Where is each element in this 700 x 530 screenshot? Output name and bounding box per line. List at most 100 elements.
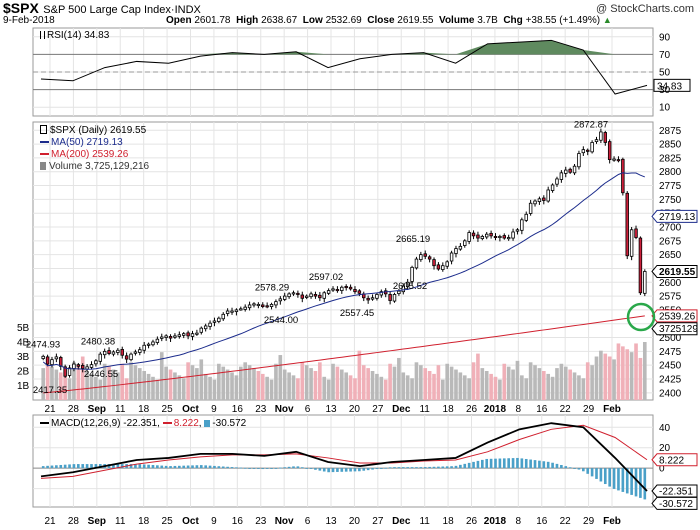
volume-bar: [642, 342, 647, 400]
price-tick-label: 2475: [659, 347, 682, 358]
macd-line: [40, 422, 648, 492]
macd-value-label: -22.351: [659, 487, 693, 498]
macd-histogram-bar: [419, 467, 423, 469]
rsi-tick-label: 10: [659, 103, 671, 114]
price-annotation: 2544.00: [264, 315, 298, 326]
macd-histogram-bar: [169, 466, 172, 469]
candle: [124, 355, 129, 360]
macd-histogram-bar: [85, 464, 89, 469]
candle: [304, 295, 309, 298]
x-tick-label: 9: [211, 516, 217, 527]
candle: [520, 219, 524, 231]
macd-histogram-bar: [46, 465, 49, 469]
candle: [291, 292, 296, 295]
candle: [239, 308, 243, 311]
price-annotation: 2417.35: [33, 385, 67, 396]
volume-bar: [419, 365, 423, 400]
candle: [340, 286, 344, 291]
macd-histogram-bar: [120, 464, 124, 469]
macd-histogram-bar: [292, 466, 295, 469]
candle: [208, 322, 212, 327]
macd-histogram-bar: [160, 465, 164, 469]
high-value: 2638.67: [261, 15, 298, 26]
x-tick-label: 6: [305, 404, 311, 415]
candle: [173, 335, 177, 338]
x-tick-label: 21: [44, 516, 56, 527]
macd-histogram-bar: [199, 465, 203, 469]
volume-bar: [625, 349, 630, 400]
right-value-label: 2619.55: [659, 267, 696, 278]
volume-bar: [335, 366, 340, 400]
candle: [107, 350, 111, 354]
x-tick-label: 8: [516, 516, 522, 527]
macd-histogram-bar: [388, 467, 392, 469]
price-annotation: 2480.38: [81, 336, 115, 347]
volume-bar: [260, 373, 265, 400]
macd-histogram-bar: [432, 466, 436, 469]
macd-histogram-bar: [314, 468, 317, 470]
macd-histogram-bar: [226, 466, 229, 469]
x-tick-label: 28: [68, 404, 80, 415]
candle: [353, 289, 357, 293]
volume-bar: [159, 352, 164, 400]
macd-histogram-bar: [542, 461, 546, 469]
candle: [50, 359, 54, 366]
candle: [638, 237, 643, 294]
candle: [423, 253, 427, 257]
macd-histogram-bar: [533, 460, 537, 469]
macd-histogram-bar: [72, 464, 76, 469]
volume-bar: [370, 371, 375, 400]
candle: [326, 290, 331, 294]
candle: [212, 320, 217, 323]
candle: [432, 259, 436, 267]
volume-bar: [195, 368, 199, 400]
x-tick-label: 16: [536, 404, 548, 415]
macd-histogram-bar: [265, 468, 269, 469]
rsi-tick-label: 50: [659, 68, 671, 79]
macd-histogram-bar: [437, 466, 440, 469]
x-tick-label: 13: [325, 404, 337, 415]
candle: [366, 297, 370, 301]
candle: [397, 290, 401, 295]
candle: [427, 256, 432, 260]
volume-bar: [357, 350, 362, 400]
candle: [217, 317, 221, 322]
macd-histogram-bar: [586, 468, 590, 474]
macd-histogram-bar: [573, 468, 576, 469]
macd-histogram-bar: [147, 464, 150, 469]
x-tick-label: 9: [211, 404, 217, 415]
volume-bar: [76, 365, 81, 400]
macd-histogram-bar: [309, 468, 313, 469]
x-tick-label: 11: [419, 404, 430, 415]
candle: [515, 229, 520, 232]
rsi-value-label: 34.83: [657, 81, 682, 92]
ma50-line: [42, 172, 645, 370]
volume-bar: [41, 368, 46, 400]
macd-histogram-bar: [450, 466, 453, 469]
candle: [537, 198, 542, 202]
candle: [607, 141, 612, 160]
price-annotation: 2578.29: [255, 282, 289, 293]
candle: [498, 236, 502, 239]
volume-bar: [252, 368, 256, 400]
macd-histogram-bar: [257, 468, 260, 469]
macd-histogram-bar: [50, 465, 54, 469]
macd-histogram-bar: [612, 468, 616, 489]
candle: [190, 333, 195, 337]
macd-histogram-bar: [384, 467, 388, 469]
candle: [41, 355, 45, 359]
candle: [133, 351, 138, 354]
volume-bar: [67, 378, 72, 400]
macd-swatch: [40, 422, 49, 425]
candle: [405, 281, 410, 288]
volume-bar: [410, 378, 414, 400]
macd-histogram-bar: [191, 465, 194, 469]
macd-histogram-bar: [178, 465, 181, 469]
candle: [480, 236, 485, 240]
macd-histogram-bar: [621, 468, 625, 492]
volume-bar: [186, 362, 190, 400]
candle: [177, 334, 182, 337]
macd-histogram-bar: [397, 467, 401, 469]
macd-histogram-bar: [441, 466, 445, 469]
